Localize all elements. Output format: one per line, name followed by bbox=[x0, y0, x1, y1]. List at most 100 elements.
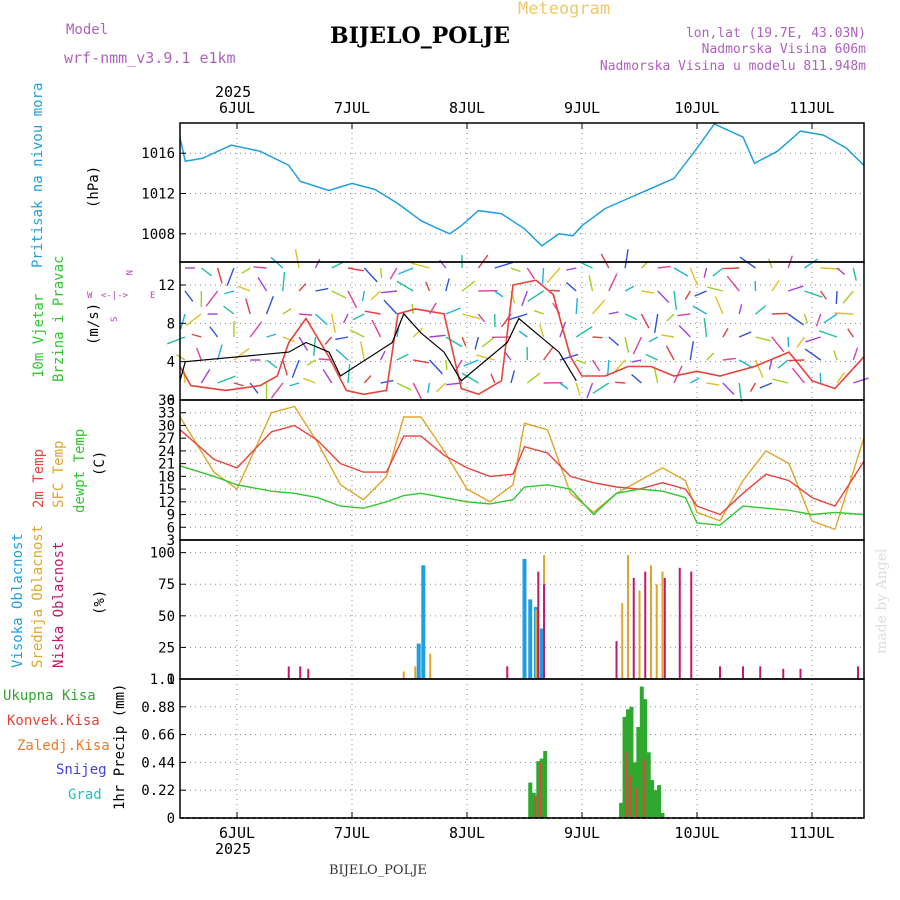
wind-arrow bbox=[722, 327, 729, 338]
cloud-bar bbox=[307, 668, 310, 679]
wind-arrow bbox=[291, 359, 300, 378]
wind-arrow bbox=[588, 275, 594, 292]
wind-arrow bbox=[510, 370, 516, 384]
precip-bar bbox=[642, 759, 645, 818]
wind-arrow bbox=[684, 290, 691, 301]
wind-arrow bbox=[549, 289, 560, 292]
wind-arrow bbox=[641, 290, 655, 294]
wind-arrow bbox=[749, 382, 757, 393]
wind-arrow bbox=[712, 267, 724, 277]
wind-arrow bbox=[665, 345, 675, 361]
wind-arrow bbox=[477, 313, 486, 323]
cloud-bar bbox=[528, 599, 533, 679]
wind-arrow bbox=[494, 290, 504, 298]
cloud-bar bbox=[299, 666, 302, 679]
precip-bar bbox=[635, 787, 638, 818]
wind-arrow bbox=[195, 347, 202, 361]
precip-conv-label: Konvek.Kisa bbox=[7, 713, 100, 729]
station-title: BIJELO_POLJE bbox=[330, 23, 510, 49]
wind-arrow bbox=[481, 336, 496, 348]
wind-arrow bbox=[396, 353, 409, 361]
bottom-day-label: 7JUL bbox=[334, 824, 370, 842]
wind-arrow bbox=[673, 290, 678, 310]
wind-arrow bbox=[363, 267, 378, 283]
wind-arrow bbox=[476, 354, 495, 361]
wind-arrow bbox=[591, 299, 606, 315]
wind-arrow bbox=[185, 313, 202, 326]
wind-arrow bbox=[363, 375, 372, 384]
bottom-day-labels: 6JUL 7JUL 8JUL 9JUL 10JUL 11JUL bbox=[219, 824, 835, 842]
wind-arrow bbox=[270, 382, 284, 399]
wind-arrow bbox=[666, 313, 675, 322]
wind-arrow bbox=[707, 286, 724, 292]
wind-arrow bbox=[289, 382, 300, 387]
y-tick-label: 0.22 bbox=[141, 783, 175, 799]
wind-arrow bbox=[755, 336, 772, 342]
cloud-bar bbox=[506, 666, 509, 679]
wind-arrow bbox=[726, 275, 740, 292]
wind-arrow bbox=[380, 290, 397, 294]
wind-arrow bbox=[461, 313, 481, 320]
wind-arrow bbox=[722, 382, 735, 395]
y-tick-label: 12 bbox=[158, 278, 175, 294]
precip-bar bbox=[543, 751, 548, 818]
cloud-bar bbox=[663, 577, 666, 679]
frame-layer bbox=[179, 122, 865, 819]
wind-arrow bbox=[282, 359, 288, 376]
wind-arrow bbox=[539, 324, 545, 338]
wind-arrow bbox=[657, 265, 671, 269]
wind-arrow bbox=[518, 330, 528, 338]
wind-arrow bbox=[575, 382, 581, 396]
precip-bar bbox=[539, 762, 542, 818]
wind-arrow bbox=[575, 359, 586, 365]
wind-arrow bbox=[804, 348, 822, 361]
y-tick-label: 1012 bbox=[141, 187, 175, 203]
precip-bar bbox=[650, 780, 655, 818]
wind-arrow bbox=[298, 283, 307, 292]
precip-bar bbox=[629, 706, 634, 818]
precip-bar bbox=[539, 758, 544, 818]
y-tick-label: 33 bbox=[158, 406, 175, 422]
wind-arrow bbox=[566, 267, 577, 271]
cloud-bar bbox=[857, 666, 859, 679]
y-tick-label: 15 bbox=[158, 482, 175, 498]
temp-labels: 2m Temp SFC Temp dewpt Temp (C) bbox=[31, 429, 108, 513]
wind-arrow bbox=[759, 382, 773, 389]
wind-arrow bbox=[706, 382, 720, 386]
wind-arrow bbox=[678, 325, 691, 338]
y-tick-label: 30 bbox=[158, 418, 175, 434]
wind-arrow bbox=[645, 353, 658, 361]
top-year-label: 2025 bbox=[215, 83, 251, 101]
cloud-bar bbox=[287, 666, 290, 679]
precip-bar bbox=[657, 785, 662, 818]
top-day-label: 7JUL bbox=[334, 99, 370, 117]
y-tick-label: 0 bbox=[167, 672, 175, 688]
wind-arrow bbox=[245, 298, 251, 315]
wind-gust-line bbox=[179, 312, 577, 382]
t2m-label: 2m Temp bbox=[31, 449, 47, 508]
wind-arrow bbox=[510, 267, 521, 273]
y-tick-label: 18 bbox=[158, 469, 175, 485]
wind-arrow bbox=[608, 311, 619, 315]
wind-arrow bbox=[364, 310, 381, 315]
cloud-bar bbox=[638, 590, 641, 679]
wind-arrow bbox=[508, 313, 528, 321]
tsfc-line bbox=[179, 405, 865, 531]
cloud-bar bbox=[799, 668, 802, 679]
wind-arrow bbox=[804, 258, 819, 269]
wind-arrow bbox=[624, 285, 635, 292]
wind-arrow bbox=[738, 304, 743, 315]
tsfc-label: SFC Temp bbox=[51, 441, 67, 508]
wind-arrow bbox=[703, 318, 708, 338]
wind-arrow bbox=[445, 336, 463, 348]
wind-arrow bbox=[335, 336, 349, 341]
wind-arrow bbox=[755, 305, 767, 315]
model-label: Model bbox=[66, 22, 108, 38]
wind-arrow bbox=[796, 336, 805, 349]
cloud-bar bbox=[416, 643, 421, 679]
wind-arrow bbox=[331, 290, 347, 299]
wind-arrow bbox=[474, 336, 480, 350]
wind-arrow bbox=[543, 346, 554, 361]
wind-arrow bbox=[842, 290, 854, 304]
cloud-bar bbox=[402, 671, 405, 679]
